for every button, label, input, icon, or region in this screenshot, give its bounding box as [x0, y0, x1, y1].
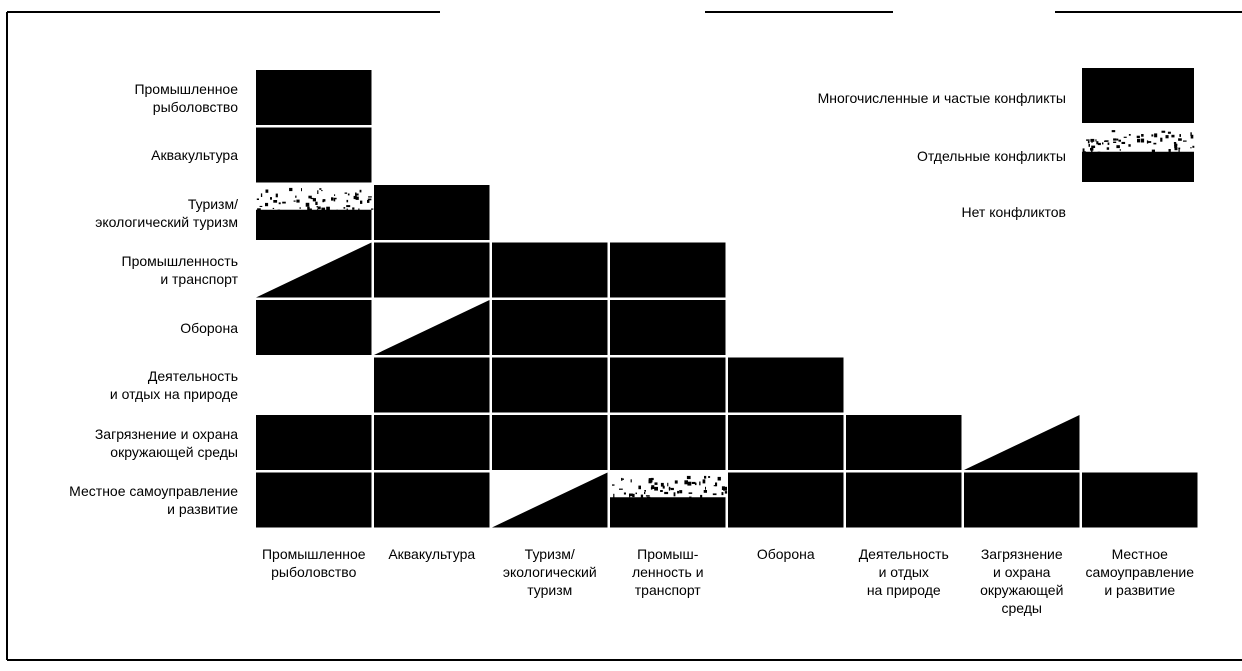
- legend-swatch-some: [1082, 130, 1195, 182]
- row-label-7: Загрязнение и охрана окружающей среды: [94, 425, 238, 460]
- row-label-1: Промышленное рыболовство: [134, 80, 238, 115]
- cell-r4-c4: [610, 242, 726, 298]
- cell-r1-c1: [256, 70, 372, 125]
- column-label-8: Местное самоуправление и развитие: [1085, 546, 1195, 598]
- cell-r6-c3: [492, 357, 608, 413]
- cell-r4-c3: [492, 242, 608, 298]
- legend-swatches: [1082, 68, 1195, 182]
- column-label-5: Оборона: [756, 546, 815, 562]
- row-label-2: Аквакультура: [151, 147, 238, 163]
- cell-r7-c1: [256, 415, 372, 470]
- column-label-6: Деятельность и отдых на природе: [858, 546, 949, 598]
- cell-r8-c3: [492, 472, 608, 528]
- frame-border: [6, 11, 1242, 661]
- cell-r7-c2: [374, 415, 490, 470]
- cell-r5-c2: [374, 300, 490, 355]
- cell-r5-c1: [256, 300, 372, 355]
- column-label-7: Загрязнение и охрана окружающей среды: [980, 546, 1064, 616]
- cell-r5-c4: [610, 300, 726, 355]
- cell-r3-c1: [256, 187, 374, 240]
- cell-r8-c8: [1082, 472, 1198, 528]
- cell-r7-c4: [610, 415, 726, 470]
- row-label-5: Оборона: [180, 319, 238, 336]
- column-label-4: Промыш- ленность и транспорт: [631, 546, 704, 598]
- matrix-cells: [256, 70, 1198, 528]
- legend-label-some: Отдельные конфликты: [916, 148, 1066, 164]
- cell-r6-c4: [610, 357, 726, 413]
- row-label-6: Деятельность и отдых на природе: [109, 368, 238, 402]
- cell-r6-c5: [728, 357, 844, 413]
- cell-r2-c1: [256, 127, 372, 183]
- legend-label-many: Многочисленные и частые конфликты: [817, 90, 1066, 106]
- cell-r6-c2: [374, 357, 490, 413]
- cell-r5-c3: [492, 300, 608, 355]
- column-label-2: Аквакультура: [388, 546, 476, 562]
- cell-r3-c2: [374, 185, 490, 240]
- cell-r7-c7: [964, 415, 1080, 470]
- cell-r7-c6: [846, 415, 962, 470]
- cell-r7-c5: [728, 415, 844, 470]
- cell-r8-c2: [374, 472, 490, 528]
- column-label-1: Промышленное рыболовство: [261, 546, 366, 580]
- cell-r8-c5: [728, 472, 844, 528]
- cell-r8-c6: [846, 472, 962, 528]
- legend-label-none: Нет конфликтов: [961, 204, 1067, 220]
- cell-r4-c2: [374, 242, 490, 298]
- cell-r8-c1: [256, 472, 372, 528]
- cell-r8-c4: [610, 475, 728, 528]
- cell-r7-c3: [492, 415, 608, 470]
- column-label-3: Туризм/ экологический туризм: [502, 546, 597, 598]
- row-label-4: Промышленность и транспорт: [121, 253, 238, 287]
- cell-r8-c7: [964, 472, 1080, 528]
- row-label-3: Туризм/ экологический туризм: [95, 195, 238, 230]
- legend-swatch-many: [1082, 68, 1194, 123]
- row-label-8: Местное самоуправление и развитие: [69, 483, 238, 517]
- cell-r4-c1: [256, 242, 372, 298]
